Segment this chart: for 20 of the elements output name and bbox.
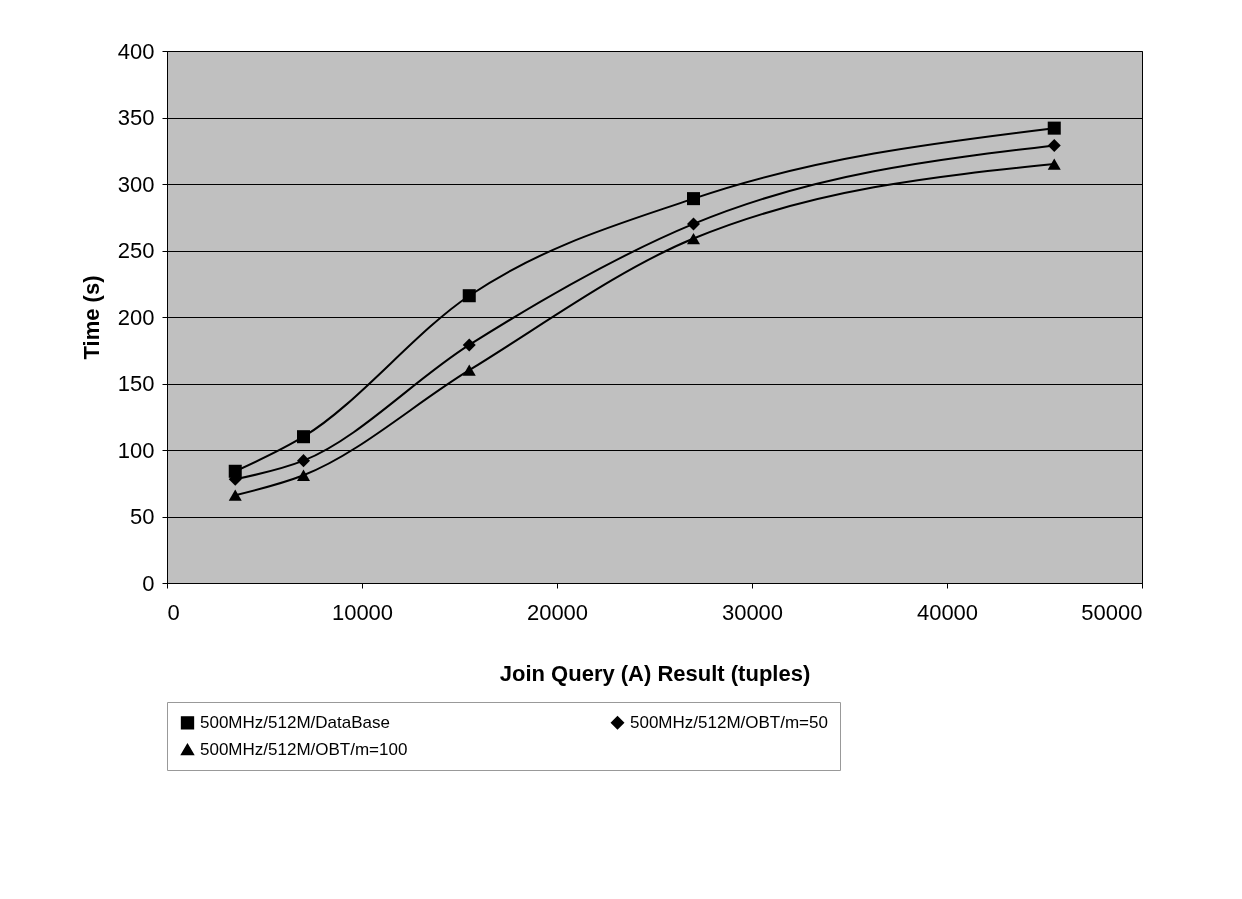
y-tick-label: 400: [117, 38, 155, 64]
legend-label: 500MHz/512M/DataBase: [200, 712, 390, 732]
legend-label: 500MHz/512M/OBT/m=100: [200, 739, 408, 759]
y-tick-label: 50: [130, 504, 155, 529]
x-tick-label: 20000: [526, 599, 589, 625]
x-tick-label: 30000: [721, 599, 784, 625]
y-tick-label: 200: [117, 304, 155, 330]
x-tick-label: 10000: [331, 599, 394, 625]
y-axis-title: Time (s): [78, 275, 104, 360]
legend-label: 500MHz/512M/OBT/m=50: [630, 712, 828, 732]
y-tick-label: 350: [117, 105, 155, 130]
x-axis-title: Join Query (A) Result (tuples): [499, 660, 811, 686]
y-tick-label: 0: [142, 570, 155, 596]
y-tick-label: 250: [117, 238, 155, 263]
y-tick-label: 100: [117, 437, 155, 463]
x-tick-label: 50000: [1081, 599, 1143, 625]
x-tick-label: 40000: [916, 599, 979, 625]
y-tick-label: 150: [117, 371, 155, 396]
y-tick-label: 300: [117, 171, 155, 197]
x-tick-label: 0: [167, 599, 180, 625]
